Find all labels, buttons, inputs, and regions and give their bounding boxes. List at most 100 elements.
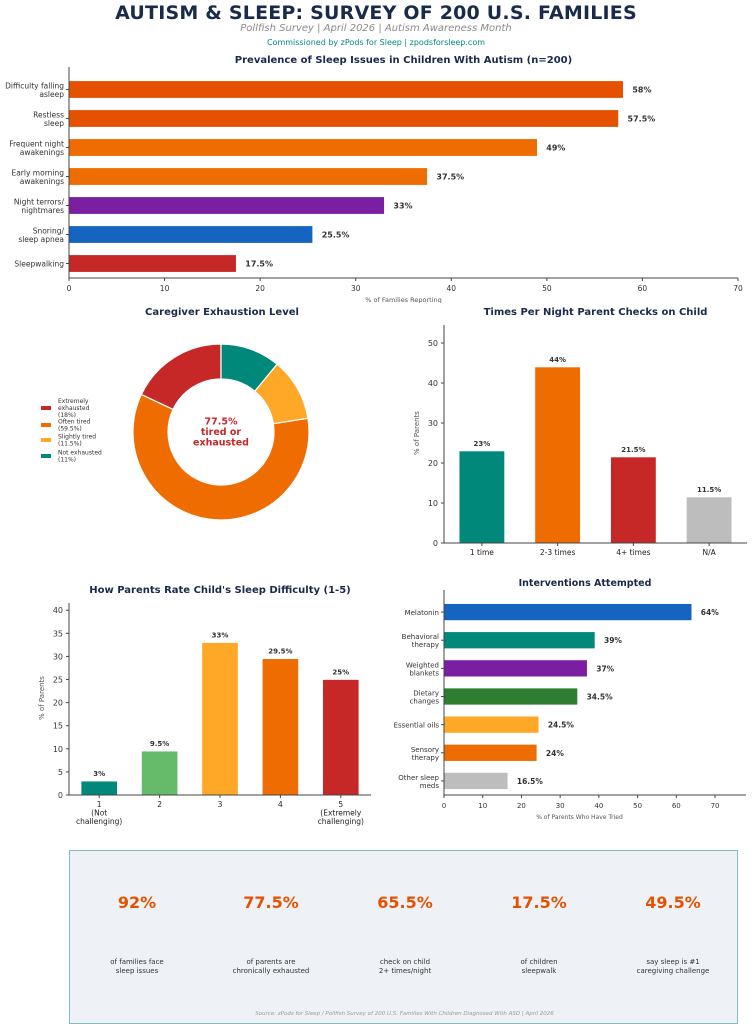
bar xyxy=(534,366,581,544)
legend-swatch xyxy=(41,438,51,442)
category-label: 2 xyxy=(157,800,162,809)
bar-value-label: 57.5% xyxy=(628,115,656,124)
bar-value-label: 9.5% xyxy=(150,740,169,748)
x-tick-label: 10 xyxy=(478,802,487,810)
y-tick-label: 10 xyxy=(428,499,438,508)
category-label: Dietary changes xyxy=(410,690,440,706)
difficulty-rating-chart: How Parents Rate Child's Sleep Difficult… xyxy=(38,585,371,826)
x-tick-label: 40 xyxy=(447,284,457,293)
bar xyxy=(443,631,596,649)
bar xyxy=(686,496,733,544)
bar-value-label: 49% xyxy=(546,144,565,153)
y-tick-label: 15 xyxy=(53,722,63,731)
bar xyxy=(68,167,428,186)
chart-title: How Parents Rate Child's Sleep Difficult… xyxy=(89,585,350,596)
legend-swatch xyxy=(41,454,51,458)
bar xyxy=(80,780,118,796)
x-tick-label: 30 xyxy=(351,284,361,293)
x-tick-label: 50 xyxy=(633,802,642,810)
x-tick-label: 10 xyxy=(160,284,170,293)
bar xyxy=(443,772,509,790)
y-tick-label: 50 xyxy=(428,339,438,348)
bar xyxy=(68,138,538,157)
source-note: Source: zPods for Sleep / Pollfish Surve… xyxy=(255,1011,554,1017)
category-label: Other sleep meds xyxy=(398,774,439,790)
category-label: 4+ times xyxy=(616,548,650,557)
category-label: 1 time xyxy=(470,548,494,557)
category-label: 4 xyxy=(278,800,283,809)
stat-value: 65.5% xyxy=(377,893,433,912)
stat-label: of families face sleep issues xyxy=(110,958,164,975)
bar xyxy=(68,225,314,244)
bar-value-label: 3% xyxy=(93,770,105,778)
y-axis-label: % of Parents xyxy=(413,411,421,455)
y-tick-label: 10 xyxy=(53,745,63,754)
x-axis-label: % of Families Reporting xyxy=(365,296,442,303)
y-tick-label: 30 xyxy=(428,419,438,428)
chart-title: Times Per Night Parent Checks on Child xyxy=(484,307,708,318)
x-axis-label: % of Parents Who Have Tried xyxy=(536,814,623,821)
bar-value-label: 58% xyxy=(632,86,651,95)
x-tick-label: 0 xyxy=(442,802,446,810)
bar xyxy=(141,750,179,796)
y-tick-label: 30 xyxy=(53,652,63,661)
y-tick-label: 40 xyxy=(428,379,438,388)
bar xyxy=(610,456,657,544)
interventions-chart: Interventions Attempted 64% Melatonin 39% Be… xyxy=(394,578,746,821)
x-tick-label: 40 xyxy=(594,802,603,810)
category-label: Snoring/sleep apnea xyxy=(18,226,64,244)
bar-value-label: 23% xyxy=(473,440,490,448)
x-tick-label: 50 xyxy=(542,284,552,293)
bar-value-label: 25.5% xyxy=(322,231,350,240)
stat-label: check on child 2+ times/night xyxy=(378,958,432,975)
bar-value-label: 25% xyxy=(332,669,349,677)
legend-label: Often tired (59.5%) xyxy=(58,419,91,433)
category-label: 2-3 times xyxy=(540,548,576,557)
stat-value: 92% xyxy=(117,893,157,912)
category-label: 3 xyxy=(218,800,223,809)
category-label: 5 (Extremely challenging) xyxy=(318,800,364,826)
bar xyxy=(261,658,299,796)
category-label: Restless sleep xyxy=(33,110,64,128)
category-label: Difficulty falling asleep xyxy=(5,81,64,99)
y-tick-label: 40 xyxy=(53,606,63,615)
legend-label: Slightly tired (11.5%) xyxy=(58,434,96,448)
donut-slice xyxy=(220,343,278,393)
exhaustion-donut-chart: Caregiver Exhaustion Level 77.5% tired or e… xyxy=(41,307,310,521)
category-label: Early morning awakenings xyxy=(11,168,64,186)
y-tick-label: 25 xyxy=(53,676,63,685)
bar xyxy=(68,109,619,128)
bar xyxy=(443,687,578,706)
y-tick-label: 5 xyxy=(58,768,63,777)
page-subtitle: Pollfish Survey | April 2026 | Autism Aw… xyxy=(240,23,512,34)
category-label: 1 (Not challenging) xyxy=(76,800,122,826)
bar xyxy=(322,679,360,796)
stat-label: of parents are chronically exhausted xyxy=(232,958,310,975)
bar-value-label: 44% xyxy=(549,356,566,364)
donut-center-label: 77.5% tired or exhausted xyxy=(193,417,249,449)
bar xyxy=(68,80,624,99)
bar xyxy=(201,642,239,796)
x-tick-label: 20 xyxy=(255,284,265,293)
bar xyxy=(68,196,385,215)
bar-value-label: 37% xyxy=(596,664,614,673)
bar-value-label: 37.5% xyxy=(436,173,464,182)
bar xyxy=(443,744,538,762)
key-stats-panel: 92% of families face sleep issues 77.5% … xyxy=(69,850,738,1024)
bar-value-label: 11.5% xyxy=(697,486,721,494)
x-tick-label: 30 xyxy=(556,802,565,810)
category-label: Weighted blankets xyxy=(406,661,439,677)
bar-value-label: 24.5% xyxy=(548,721,575,730)
stat-label: say sleep is #1 caregiving challenge xyxy=(636,958,710,975)
category-label: Sleepwalking xyxy=(14,260,64,269)
x-tick-label: 0 xyxy=(67,284,72,293)
legend-swatch xyxy=(41,423,51,427)
commission-note: Commissioned by zPods for Sleep | zpodsf… xyxy=(266,38,486,47)
bar-value-label: 24% xyxy=(546,749,564,758)
x-tick-label: 60 xyxy=(638,284,648,293)
category-label: N/A xyxy=(702,548,716,557)
bar-value-label: 39% xyxy=(604,636,622,645)
chart-title: Interventions Attempted xyxy=(519,578,652,589)
category-label: Essential oils xyxy=(394,722,440,730)
legend-label: Not exhausted (11%) xyxy=(58,450,102,464)
